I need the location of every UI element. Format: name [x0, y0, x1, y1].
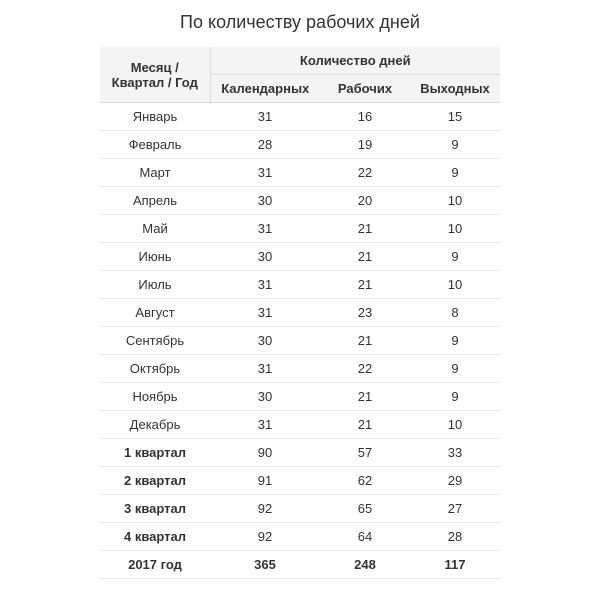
cell-working: 64 — [320, 523, 410, 551]
table-row: 4 квартал926428 — [100, 523, 500, 551]
cell-working: 21 — [320, 215, 410, 243]
cell-off: 9 — [410, 383, 500, 411]
cell-calendar: 28 — [210, 131, 320, 159]
cell-off: 8 — [410, 299, 500, 327]
cell-calendar: 30 — [210, 243, 320, 271]
table-row: Март31229 — [100, 159, 500, 187]
cell-calendar: 365 — [210, 551, 320, 579]
cell-off: 10 — [410, 411, 500, 439]
th-group: Количество дней — [210, 47, 500, 75]
cell-period: Октябрь — [100, 355, 210, 383]
th-calendar: Календарных — [210, 75, 320, 103]
cell-off: 10 — [410, 271, 500, 299]
table-row: 1 квартал905733 — [100, 439, 500, 467]
cell-working: 21 — [320, 271, 410, 299]
cell-period: Декабрь — [100, 411, 210, 439]
table-row: Июнь30219 — [100, 243, 500, 271]
cell-off: 9 — [410, 327, 500, 355]
cell-working: 22 — [320, 355, 410, 383]
days-table: Месяц / Квартал / Год Количество дней Ка… — [100, 47, 500, 579]
cell-period: Январь — [100, 103, 210, 131]
table-row: Декабрь312110 — [100, 411, 500, 439]
table-row: Май312110 — [100, 215, 500, 243]
cell-calendar: 31 — [210, 103, 320, 131]
cell-working: 22 — [320, 159, 410, 187]
cell-working: 62 — [320, 467, 410, 495]
cell-calendar: 31 — [210, 215, 320, 243]
cell-period: Июнь — [100, 243, 210, 271]
cell-calendar: 31 — [210, 159, 320, 187]
table-row: Ноябрь30219 — [100, 383, 500, 411]
table-row: Сентябрь30219 — [100, 327, 500, 355]
cell-working: 16 — [320, 103, 410, 131]
cell-working: 21 — [320, 383, 410, 411]
cell-calendar: 30 — [210, 187, 320, 215]
cell-working: 23 — [320, 299, 410, 327]
cell-period: Апрель — [100, 187, 210, 215]
cell-off: 27 — [410, 495, 500, 523]
cell-period: Май — [100, 215, 210, 243]
cell-calendar: 92 — [210, 523, 320, 551]
cell-off: 9 — [410, 355, 500, 383]
table-row: Январь311615 — [100, 103, 500, 131]
cell-period: 3 квартал — [100, 495, 210, 523]
cell-calendar: 91 — [210, 467, 320, 495]
table-row: 3 квартал926527 — [100, 495, 500, 523]
cell-calendar: 30 — [210, 383, 320, 411]
cell-period: 2017 год — [100, 551, 210, 579]
cell-working: 57 — [320, 439, 410, 467]
cell-working: 21 — [320, 327, 410, 355]
table-row: Июль312110 — [100, 271, 500, 299]
cell-period: 1 квартал — [100, 439, 210, 467]
page-title: По количеству рабочих дней — [20, 12, 580, 33]
cell-working: 19 — [320, 131, 410, 159]
table-row: Апрель302010 — [100, 187, 500, 215]
cell-off: 9 — [410, 243, 500, 271]
cell-period: Сентябрь — [100, 327, 210, 355]
cell-off: 117 — [410, 551, 500, 579]
cell-calendar: 30 — [210, 327, 320, 355]
cell-period: Август — [100, 299, 210, 327]
cell-calendar: 31 — [210, 271, 320, 299]
cell-off: 10 — [410, 215, 500, 243]
table-row: Октябрь31229 — [100, 355, 500, 383]
cell-off: 29 — [410, 467, 500, 495]
cell-off: 9 — [410, 159, 500, 187]
cell-calendar: 31 — [210, 411, 320, 439]
cell-off: 10 — [410, 187, 500, 215]
cell-period: Февраль — [100, 131, 210, 159]
table-row: Февраль28199 — [100, 131, 500, 159]
cell-period: Ноябрь — [100, 383, 210, 411]
cell-working: 20 — [320, 187, 410, 215]
cell-off: 15 — [410, 103, 500, 131]
cell-working: 21 — [320, 243, 410, 271]
cell-off: 33 — [410, 439, 500, 467]
table-row: Август31238 — [100, 299, 500, 327]
cell-period: Июль — [100, 271, 210, 299]
table-row: 2017 год365248117 — [100, 551, 500, 579]
table-row: 2 квартал916229 — [100, 467, 500, 495]
cell-off: 9 — [410, 131, 500, 159]
cell-period: 2 квартал — [100, 467, 210, 495]
cell-period: 4 квартал — [100, 523, 210, 551]
cell-calendar: 90 — [210, 439, 320, 467]
cell-off: 28 — [410, 523, 500, 551]
cell-working: 21 — [320, 411, 410, 439]
cell-period: Март — [100, 159, 210, 187]
cell-calendar: 31 — [210, 299, 320, 327]
th-working: Рабочих — [320, 75, 410, 103]
cell-working: 248 — [320, 551, 410, 579]
th-off: Выходных — [410, 75, 500, 103]
cell-working: 65 — [320, 495, 410, 523]
cell-calendar: 92 — [210, 495, 320, 523]
cell-calendar: 31 — [210, 355, 320, 383]
th-period: Месяц / Квартал / Год — [100, 47, 210, 103]
